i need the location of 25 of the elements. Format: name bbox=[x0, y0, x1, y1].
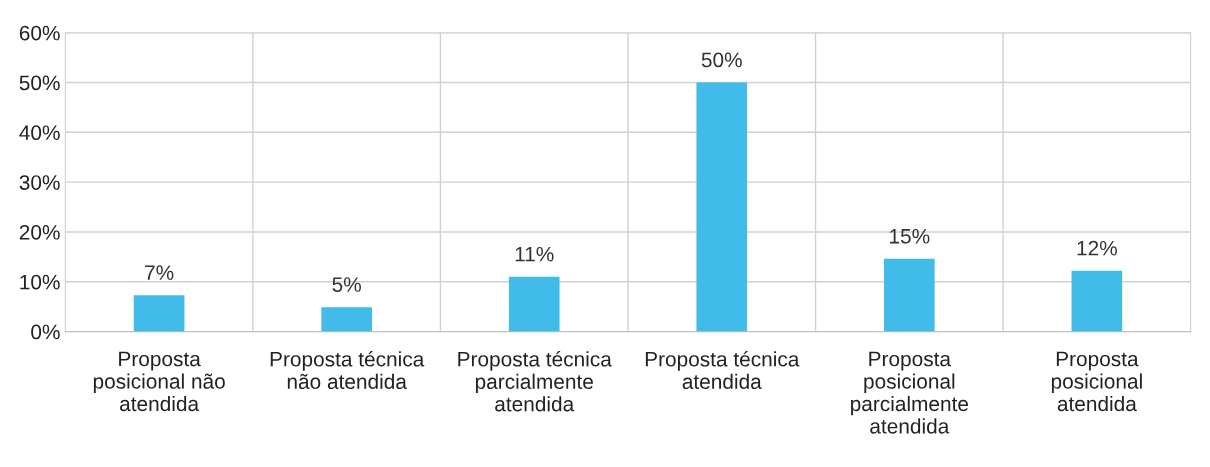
data-label: 5% bbox=[332, 277, 361, 292]
bar bbox=[696, 82, 748, 332]
data-label: 12% bbox=[1077, 240, 1117, 256]
y-tick-label: 30% bbox=[19, 175, 60, 190]
y-tick-label: 0% bbox=[31, 324, 60, 340]
bar bbox=[133, 295, 185, 332]
data-label: 15% bbox=[890, 228, 930, 244]
bar bbox=[321, 307, 372, 332]
bar bbox=[884, 258, 935, 332]
y-tick-label: 40% bbox=[19, 125, 60, 141]
bar bbox=[508, 276, 560, 332]
x-tick-label: Proposta posicional parcialmente atendida bbox=[851, 351, 969, 434]
x-tick-label: Proposta técnica parcialmente atendida bbox=[458, 351, 612, 412]
x-tick-label: Proposta técnica atendida bbox=[645, 351, 800, 389]
x-tick-label: Proposta posicional não atendida bbox=[93, 351, 225, 412]
x-tick-label: Proposta posicional atendida bbox=[1051, 351, 1142, 412]
data-label: 50% bbox=[701, 52, 742, 68]
y-tick-label: 10% bbox=[20, 274, 60, 290]
x-tick-label: Proposta técnica não atendida bbox=[270, 351, 425, 389]
y-tick-label: 20% bbox=[19, 224, 60, 240]
bar bbox=[1071, 270, 1123, 332]
y-tick-label: 60% bbox=[19, 25, 60, 41]
data-label: 7% bbox=[145, 265, 174, 280]
y-tick-label: 50% bbox=[19, 75, 60, 91]
data-label: 11% bbox=[515, 246, 554, 262]
